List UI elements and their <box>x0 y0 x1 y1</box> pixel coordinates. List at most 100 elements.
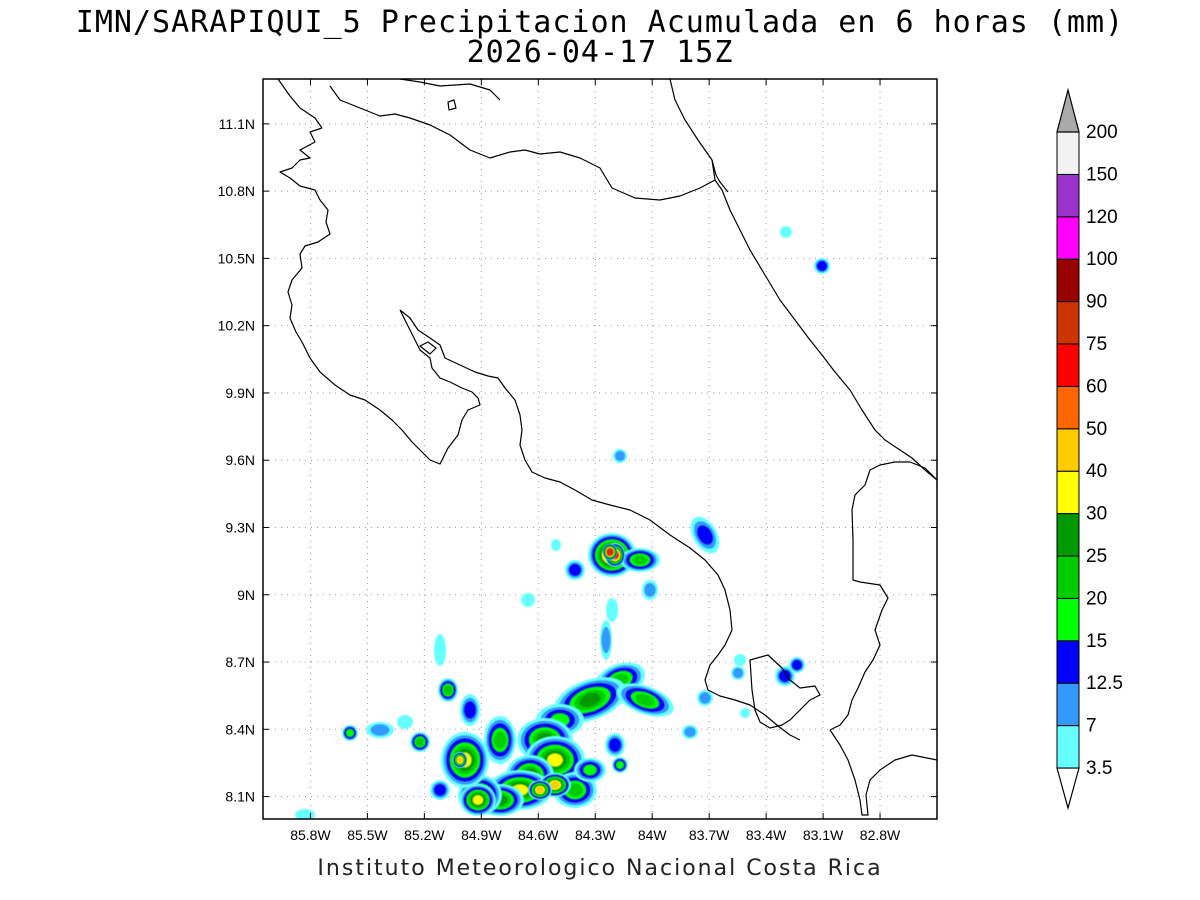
precip-contour <box>697 525 713 545</box>
lon-tick-label: 84W <box>638 827 668 843</box>
colorbar-label: 3.5 <box>1086 758 1112 779</box>
lat-tick-label: 10.5N <box>218 250 255 266</box>
lat-tick-label: 8.4N <box>225 721 255 737</box>
colorbar-label: 12.5 <box>1086 673 1123 694</box>
precip-contour <box>607 549 613 555</box>
colorbar-swatch <box>1056 343 1080 387</box>
lon-tick-label: 84.6W <box>518 827 559 843</box>
colorbar-swatch <box>1056 470 1080 515</box>
lat-tick-label: 10.2N <box>218 318 255 334</box>
colorbar-label: 90 <box>1086 292 1107 313</box>
colorbar-bottom-arrow <box>1056 767 1080 811</box>
latitude-axis: 11.1N 10.8N 10.5N 10.2N 9.9N 9.6N 9.3N 9N 8.7N 8.… <box>218 116 937 805</box>
colorbar-swatch <box>1056 173 1080 218</box>
precip-contour <box>601 626 611 654</box>
colorbar-swatch <box>1056 428 1080 472</box>
colorbar-label: 7 <box>1086 716 1097 737</box>
precip-contour <box>609 738 621 752</box>
lat-tick-label: 10.8N <box>218 183 255 199</box>
lon-tick-label: 83.7W <box>689 827 730 843</box>
lon-tick-label: 85.5W <box>347 827 388 843</box>
precip-contour <box>579 692 601 708</box>
precip-contour <box>521 593 535 607</box>
colorbar-swatch <box>1056 513 1080 557</box>
colorbar: 3.5 7 12.5 15 20 25 30 40 50 60 75 90 100 120 150 200 <box>1056 87 1123 811</box>
plot-frame <box>262 78 938 820</box>
colorbar-label: 120 <box>1086 207 1118 228</box>
lat-tick-label: 11.1N <box>219 116 255 132</box>
precip-contour <box>615 760 625 770</box>
precip-contour <box>464 701 476 719</box>
precip-contour <box>732 667 744 679</box>
precip-contour <box>606 598 618 622</box>
colorbar-swatch <box>1056 131 1080 175</box>
precip-contour <box>494 731 506 749</box>
precip-contour <box>740 708 750 718</box>
precip-contour <box>792 660 802 670</box>
colorbar-label: 20 <box>1086 588 1107 609</box>
lat-tick-label: 8.7N <box>225 654 255 670</box>
map-title: IMN/SARAPIQUI_5 Precipitacion Acumulada … <box>75 5 1125 40</box>
coastline-borders <box>277 79 937 816</box>
colorbar-swatch <box>1056 640 1080 684</box>
colorbar-label: 200 <box>1086 122 1118 143</box>
precip-contour <box>434 784 446 796</box>
colorbar-label: 25 <box>1086 546 1107 567</box>
lat-tick-label: 9N <box>237 587 255 603</box>
footer-institution: Instituto Meteorologico Nacional Costa R… <box>317 856 883 881</box>
map-grid <box>263 79 937 819</box>
colorbar-label: 150 <box>1086 164 1118 185</box>
lon-tick-label: 84.3W <box>575 827 616 843</box>
precip-contour <box>699 692 711 704</box>
lat-tick-label: 9.3N <box>225 519 255 535</box>
precip-contour <box>550 781 560 789</box>
precip-contour <box>547 753 563 767</box>
lat-tick-label: 9.6N <box>225 452 255 468</box>
colorbar-top-arrow <box>1056 87 1080 133</box>
colorbar-swatch <box>1056 555 1080 599</box>
precip-contour <box>567 783 583 797</box>
lon-tick-label: 84.9W <box>461 827 502 843</box>
colorbar-swatch <box>1056 216 1080 260</box>
colorbar-label: 100 <box>1086 249 1118 270</box>
precipitation-field <box>295 226 830 819</box>
colorbar-swatch <box>1056 301 1080 345</box>
precip-contour <box>345 728 355 738</box>
precip-contour <box>734 654 746 666</box>
precip-contour <box>370 724 390 736</box>
precip-contour <box>583 764 597 776</box>
precip-contour <box>434 634 446 666</box>
precip-contour <box>457 756 463 764</box>
colorbar-label: 30 <box>1086 504 1107 525</box>
precip-contour <box>644 583 656 597</box>
colorbar-label: 40 <box>1086 461 1107 482</box>
longitude-axis: 85.8W 85.5W 85.2W 84.9W 84.6W 84.3W 84W 83.7W 83… <box>290 79 901 843</box>
colorbar-swatch <box>1056 682 1080 727</box>
precip-contour <box>397 715 413 729</box>
precip-contour <box>779 670 791 682</box>
precip-contour <box>415 737 425 747</box>
lon-tick-label: 83.4W <box>746 827 787 843</box>
lon-tick-label: 85.2W <box>404 827 445 843</box>
map-timestamp: 2026-04-17 15Z <box>466 35 734 70</box>
lon-tick-label: 82.8W <box>860 827 901 843</box>
precip-contour <box>472 795 484 805</box>
colorbar-label: 75 <box>1086 334 1107 355</box>
colorbar-label: 60 <box>1086 376 1107 397</box>
colorbar-swatch <box>1056 385 1080 430</box>
precip-contour <box>536 786 544 794</box>
precip-contour <box>817 261 827 271</box>
precip-contour <box>569 564 581 576</box>
precip-contour <box>635 693 655 707</box>
colorbar-swatch <box>1056 725 1080 769</box>
precip-contour <box>443 685 453 695</box>
colorbar-label: 50 <box>1086 419 1107 440</box>
precip-contour <box>614 450 626 462</box>
precip-contour <box>684 726 696 738</box>
colorbar-label: 15 <box>1086 631 1107 652</box>
precip-contour <box>551 539 561 551</box>
precip-contour <box>780 226 792 238</box>
lat-tick-label: 8.1N <box>225 789 255 805</box>
colorbar-swatch <box>1056 597 1080 642</box>
lon-tick-label: 83.1W <box>803 827 844 843</box>
